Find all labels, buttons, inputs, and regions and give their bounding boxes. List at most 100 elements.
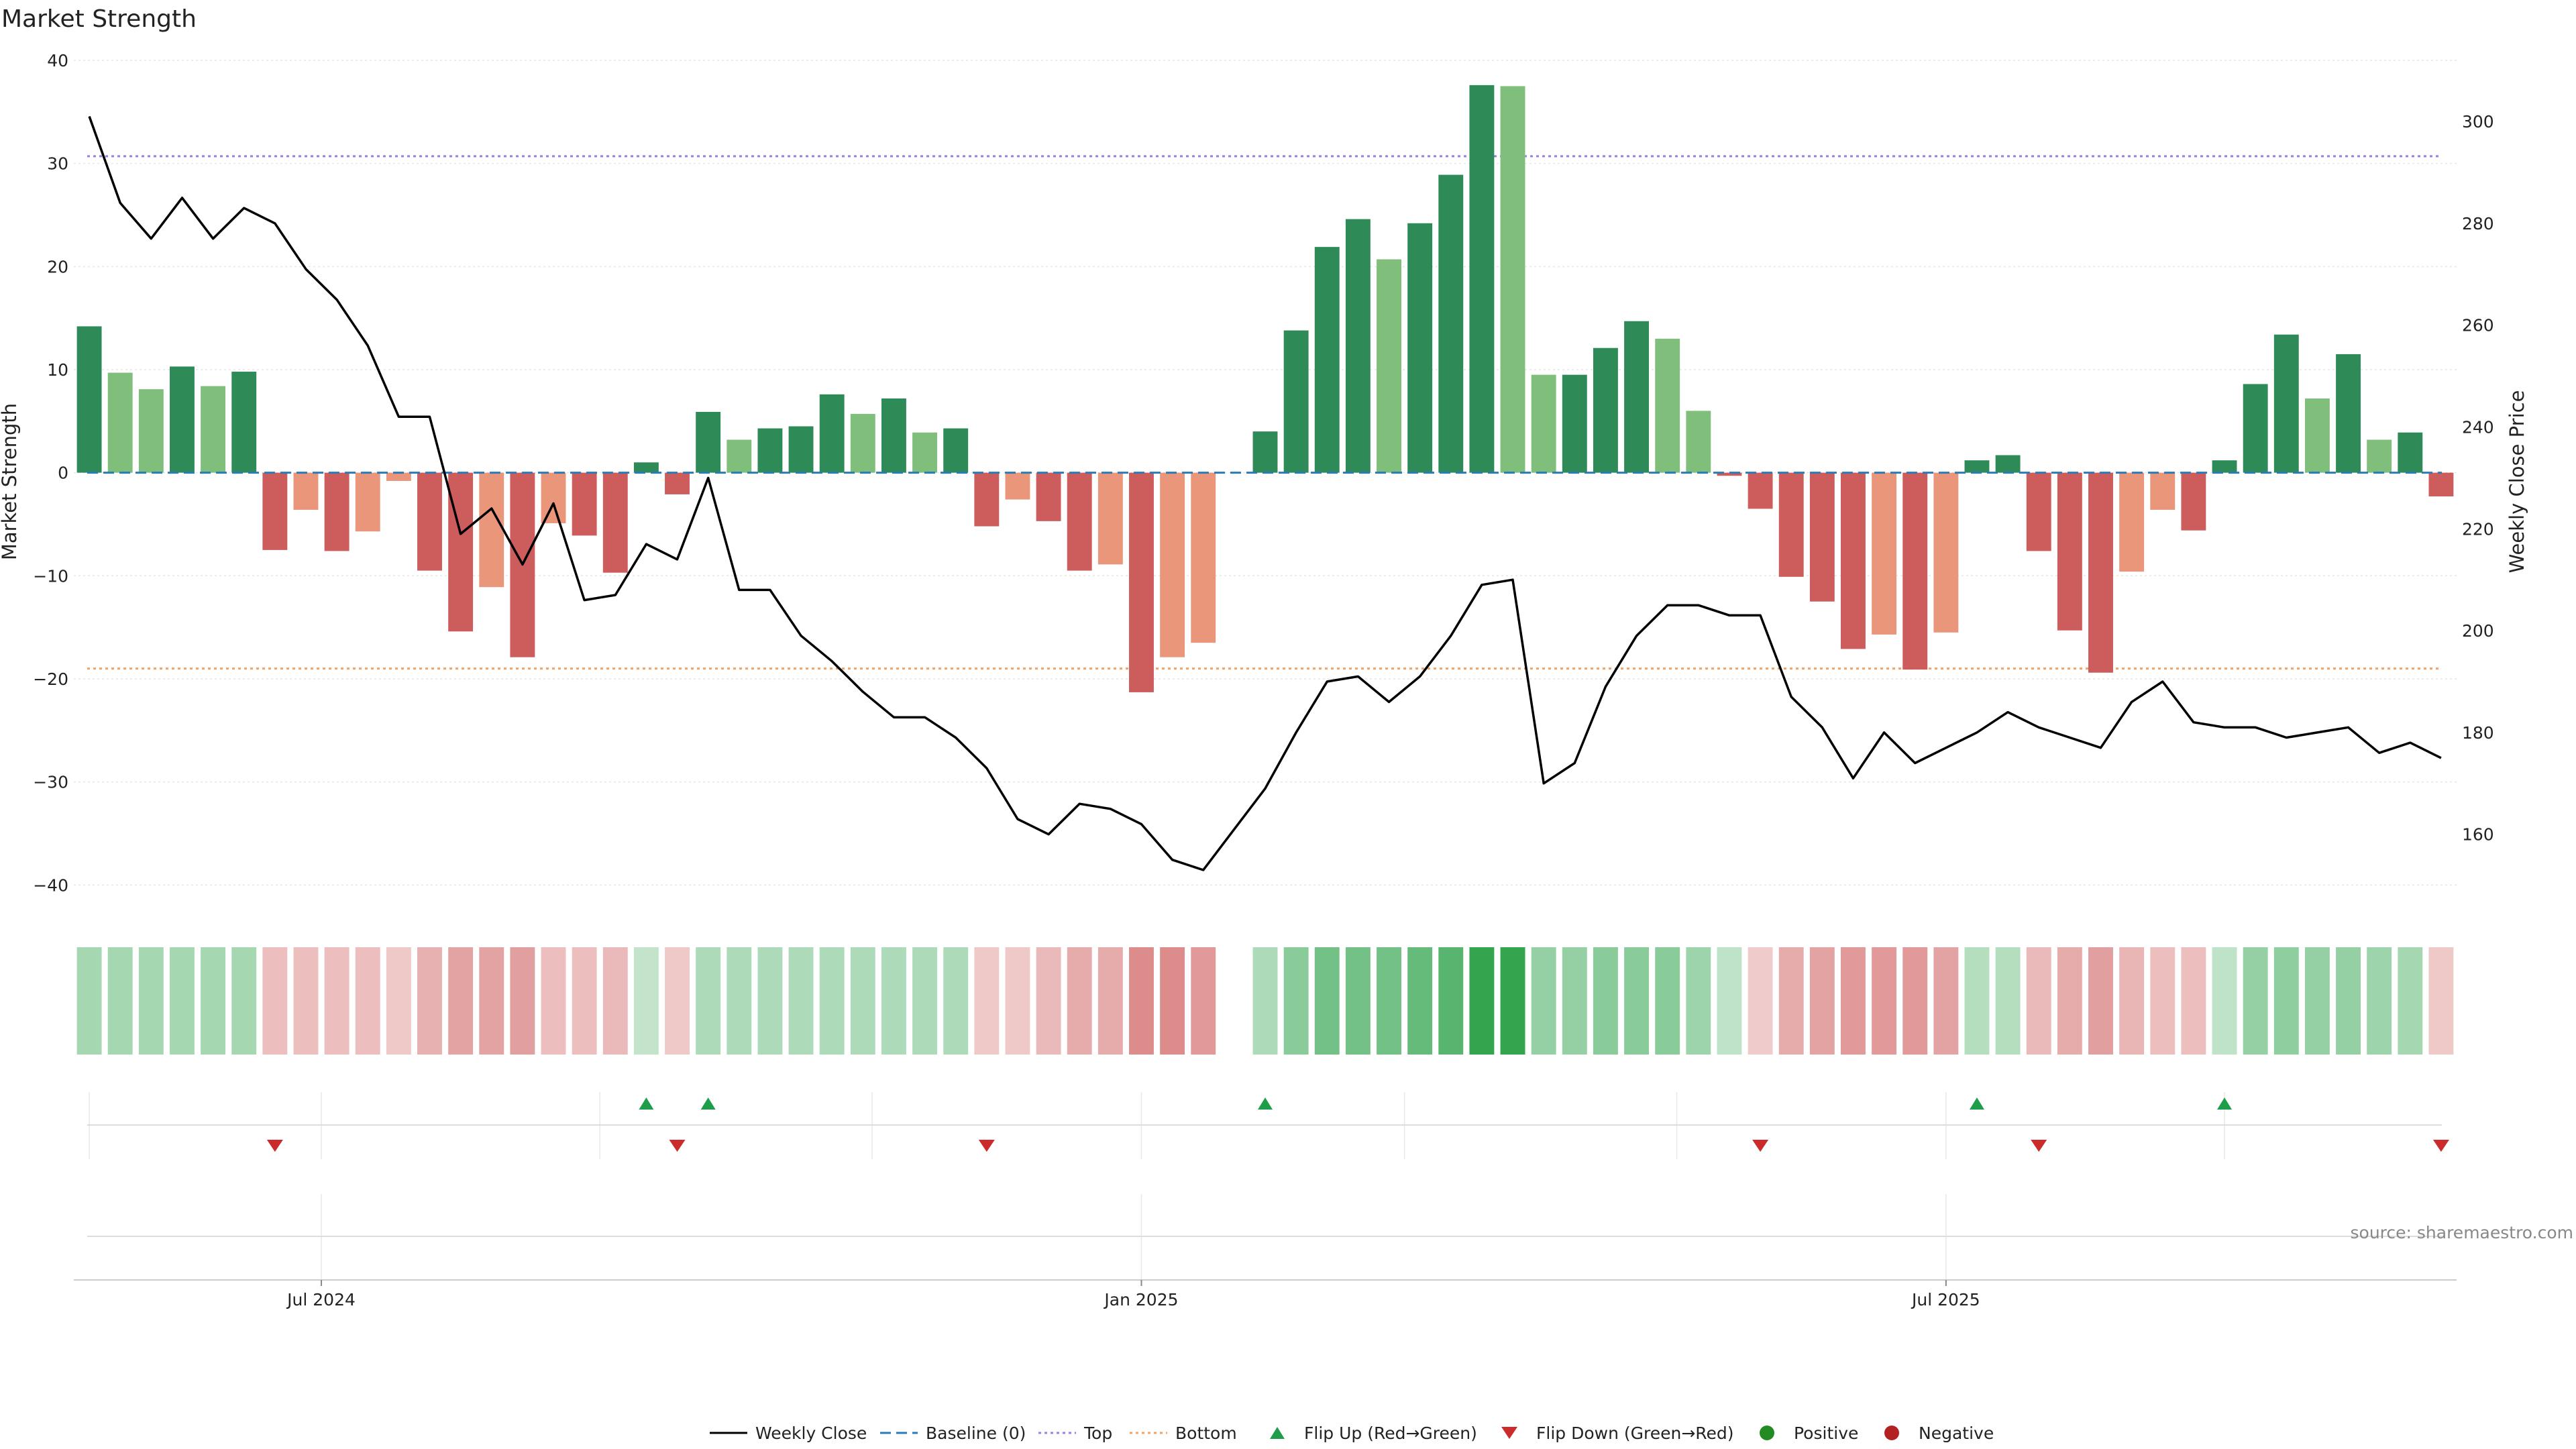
bar-26 bbox=[881, 398, 906, 473]
heat-cell-42 bbox=[1377, 947, 1401, 1055]
bar-4 bbox=[201, 386, 226, 473]
bar-8 bbox=[324, 472, 350, 551]
heat-cell-56 bbox=[1809, 947, 1835, 1055]
reference-lines bbox=[87, 155, 2442, 670]
heat-cell-8 bbox=[324, 947, 350, 1055]
heat-cell-1 bbox=[107, 947, 133, 1055]
y2-tick-label-7: 160 bbox=[2462, 825, 2494, 845]
heat-cell-20 bbox=[696, 947, 721, 1055]
bar-45 bbox=[1469, 85, 1495, 473]
bar-12 bbox=[448, 472, 474, 632]
heat-cell-32 bbox=[1067, 947, 1092, 1055]
bar-33 bbox=[1097, 472, 1123, 565]
x-tick-label-0: Jul 2024 bbox=[286, 1290, 356, 1309]
flip-up-marker-3 bbox=[1969, 1097, 1984, 1110]
heat-cell-6 bbox=[262, 947, 288, 1055]
heat-cell-50 bbox=[1624, 947, 1650, 1055]
bar-44 bbox=[1438, 174, 1464, 473]
bar-71 bbox=[2273, 334, 2299, 473]
bar-18 bbox=[633, 462, 659, 473]
heat-cell-15 bbox=[541, 947, 566, 1055]
flip-down-marker-0 bbox=[266, 1140, 283, 1152]
heat-cell-67 bbox=[2150, 947, 2176, 1055]
bar-36 bbox=[1191, 472, 1216, 643]
legend-label-5: Flip Down (Green→Red) bbox=[1536, 1424, 1734, 1443]
flip-markers-panel bbox=[74, 1092, 2457, 1285]
legend-label-4: Flip Up (Red→Green) bbox=[1304, 1424, 1477, 1443]
bar-21 bbox=[727, 439, 752, 473]
legend-label-7: Negative bbox=[1919, 1424, 1994, 1443]
bar-54 bbox=[1748, 472, 1773, 509]
heat-cell-10 bbox=[386, 947, 411, 1055]
bar-11 bbox=[417, 472, 442, 571]
strength-heat-strip bbox=[76, 947, 2454, 1055]
bar-59 bbox=[1902, 472, 1928, 670]
bar-6 bbox=[262, 472, 288, 550]
heat-cell-60 bbox=[1933, 947, 1959, 1055]
y-axis-ticks: 40 30 20 10 0 −10 −20 −30 −40 bbox=[33, 51, 68, 895]
weekly-close-path bbox=[88, 115, 2442, 871]
bar-65 bbox=[2088, 472, 2113, 673]
bar-22 bbox=[757, 428, 783, 473]
heat-cell-17 bbox=[602, 947, 628, 1055]
heat-cell-51 bbox=[1655, 947, 1680, 1055]
heat-cell-11 bbox=[417, 947, 442, 1055]
y-tick-label-7: −30 bbox=[33, 773, 68, 792]
heat-cell-28 bbox=[943, 947, 969, 1055]
heat-cell-61 bbox=[1964, 947, 1990, 1055]
y2-tick-label-0: 300 bbox=[2462, 112, 2494, 131]
bar-43 bbox=[1407, 223, 1433, 473]
bar-39 bbox=[1283, 330, 1309, 473]
heat-cell-25 bbox=[850, 947, 875, 1055]
heat-cell-75 bbox=[2398, 947, 2423, 1055]
flip-down-marker-2 bbox=[978, 1140, 995, 1152]
x-tick-label-1: Jan 2025 bbox=[1103, 1290, 1178, 1309]
y-tick-label-0: 40 bbox=[47, 51, 68, 70]
heat-cell-27 bbox=[912, 947, 938, 1055]
heat-cell-76 bbox=[2428, 947, 2454, 1055]
bar-76 bbox=[2428, 472, 2454, 496]
heat-cell-63 bbox=[2026, 947, 2051, 1055]
heat-cell-23 bbox=[788, 947, 814, 1055]
y-axis-label: Market Strength bbox=[0, 403, 21, 560]
y2-tick-label-1: 280 bbox=[2462, 214, 2494, 233]
heat-cell-71 bbox=[2273, 947, 2299, 1055]
bar-19 bbox=[665, 472, 690, 494]
bar-27 bbox=[912, 432, 938, 473]
bar-42 bbox=[1377, 259, 1401, 473]
heat-cell-44 bbox=[1438, 947, 1464, 1055]
bar-15 bbox=[541, 472, 566, 523]
legend: Weekly Close Baseline (0) Top Bottom Flip Up… bbox=[710, 1424, 1994, 1443]
heat-cell-22 bbox=[757, 947, 783, 1055]
y-tick-label-5: −10 bbox=[33, 566, 68, 586]
bar-10 bbox=[386, 472, 411, 481]
bar-58 bbox=[1872, 472, 1897, 635]
bar-56 bbox=[1809, 472, 1835, 602]
y-tick-label-1: 30 bbox=[47, 154, 68, 174]
heat-cell-69 bbox=[2212, 947, 2237, 1055]
bar-9 bbox=[355, 472, 380, 532]
heat-cell-0 bbox=[76, 947, 102, 1055]
bar-51 bbox=[1655, 338, 1680, 473]
heat-cell-14 bbox=[510, 947, 535, 1055]
heat-cell-24 bbox=[819, 947, 845, 1055]
heat-cell-7 bbox=[293, 947, 319, 1055]
heat-cell-5 bbox=[231, 947, 257, 1055]
bar-55 bbox=[1778, 472, 1804, 577]
bar-73 bbox=[2336, 354, 2361, 473]
bar-3 bbox=[170, 366, 195, 473]
y-tick-label-2: 20 bbox=[47, 257, 68, 276]
bar-67 bbox=[2150, 472, 2176, 510]
bar-64 bbox=[2057, 472, 2082, 631]
bar-63 bbox=[2026, 472, 2051, 551]
y-tick-label-6: −20 bbox=[33, 669, 68, 689]
heat-cell-13 bbox=[479, 947, 504, 1055]
heat-cell-16 bbox=[572, 947, 597, 1055]
flip-up-marker-1 bbox=[700, 1097, 716, 1110]
bar-50 bbox=[1624, 321, 1650, 473]
heat-cell-54 bbox=[1748, 947, 1773, 1055]
heat-cell-4 bbox=[201, 947, 226, 1055]
heat-cell-12 bbox=[448, 947, 474, 1055]
bar-46 bbox=[1500, 86, 1525, 473]
weekly-close-line bbox=[88, 115, 2442, 871]
